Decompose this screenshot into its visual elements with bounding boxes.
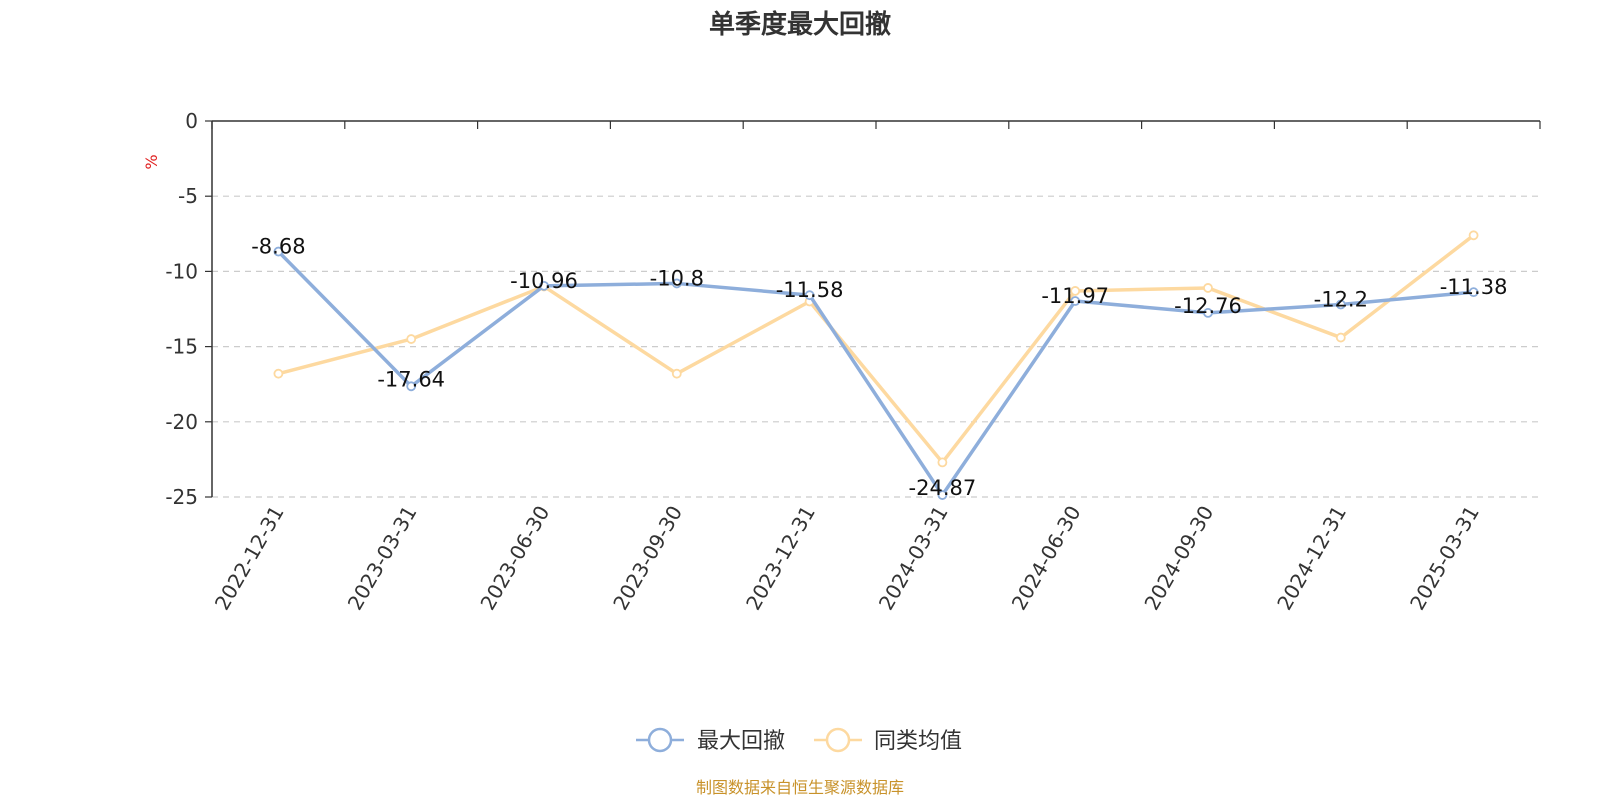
data-label: -17.64 xyxy=(377,367,445,391)
legend-label: 最大回撤 xyxy=(697,729,785,754)
series-point-1 xyxy=(671,368,682,379)
series-point-1 xyxy=(1468,230,1479,241)
data-labels: -8.68 -17.64 -10.96 -10.8 -11.58 -24.87 -11.97… xyxy=(251,235,1507,500)
series-point-1 xyxy=(1335,332,1346,343)
y-tick-label: -20 xyxy=(165,410,198,434)
series-point-1 xyxy=(406,334,417,344)
x-tick-labels: 2022-12-31 2023-03-31 2023-06-30 2023-09-30… xyxy=(210,502,1484,615)
series-point-0 xyxy=(1468,287,1479,298)
y-tick-label: -15 xyxy=(165,335,198,359)
x-tick-label: 2023-03-31 xyxy=(343,502,422,615)
axes xyxy=(205,120,1541,498)
data-label: -24.87 xyxy=(909,476,977,500)
y-tick-label: -5 xyxy=(178,184,198,208)
legend: 最大回撤 同类均值 xyxy=(636,727,962,754)
source-note: 制图数据来自恒生聚源数据库 xyxy=(696,778,904,797)
y-tick-labels: 0 -5 -10 -15 -20 -25 xyxy=(165,109,198,509)
y-axis-unit: % xyxy=(142,154,161,169)
x-tick-label: 2024-06-30 xyxy=(1007,502,1086,615)
series-point-0 xyxy=(1070,296,1081,306)
legend-item-1[interactable]: 同类均值 xyxy=(814,727,962,754)
data-label: -10.96 xyxy=(510,269,578,293)
series-point-0 xyxy=(937,490,948,500)
chart-title: 单季度最大回撤 xyxy=(709,9,891,40)
y-tick-label: -25 xyxy=(165,485,198,509)
data-label: -10.8 xyxy=(650,266,704,290)
series-line-1 xyxy=(277,233,1475,465)
series-point-1 xyxy=(937,457,948,468)
data-label: -11.58 xyxy=(776,278,844,302)
series-point-0 xyxy=(406,381,417,392)
data-label: -11.97 xyxy=(1041,284,1109,308)
x-tick-label: 2023-06-30 xyxy=(475,502,554,615)
series-point-1 xyxy=(1070,286,1081,296)
series-point-1 xyxy=(1203,283,1213,293)
x-tick-label: 2024-03-31 xyxy=(874,502,953,615)
series-point-0 xyxy=(1203,308,1213,318)
data-label: -12.76 xyxy=(1174,294,1242,318)
series-point-0 xyxy=(1335,299,1346,310)
series-line-0 xyxy=(277,250,1474,497)
series-point-0 xyxy=(539,280,549,291)
x-tick-label: 2024-09-30 xyxy=(1139,502,1218,615)
data-label: -8.68 xyxy=(251,235,305,259)
x-tick-label: 2024-12-31 xyxy=(1272,502,1351,615)
x-tick-label: 2022-12-31 xyxy=(210,502,289,615)
grid-lines xyxy=(212,195,1540,498)
legend-marker-icon xyxy=(647,727,673,753)
x-tick-label: 2023-12-31 xyxy=(741,502,820,615)
data-label: -12.2 xyxy=(1314,287,1368,311)
series-point-0 xyxy=(804,290,815,301)
legend-marker-icon xyxy=(825,727,851,753)
legend-label: 同类均值 xyxy=(874,729,962,754)
series-group xyxy=(273,230,1479,500)
legend-item-0[interactable]: 最大回撤 xyxy=(636,727,785,754)
series-point-1 xyxy=(273,368,284,379)
x-tick-label: 2025-03-31 xyxy=(1405,502,1484,615)
y-tick-label: -10 xyxy=(165,259,198,283)
series-point-0 xyxy=(273,246,284,257)
series-point-0 xyxy=(671,278,682,289)
data-label: -11.38 xyxy=(1440,275,1508,299)
y-tick-label: 0 xyxy=(185,109,198,133)
x-tick-label: 2023-09-30 xyxy=(608,502,687,615)
